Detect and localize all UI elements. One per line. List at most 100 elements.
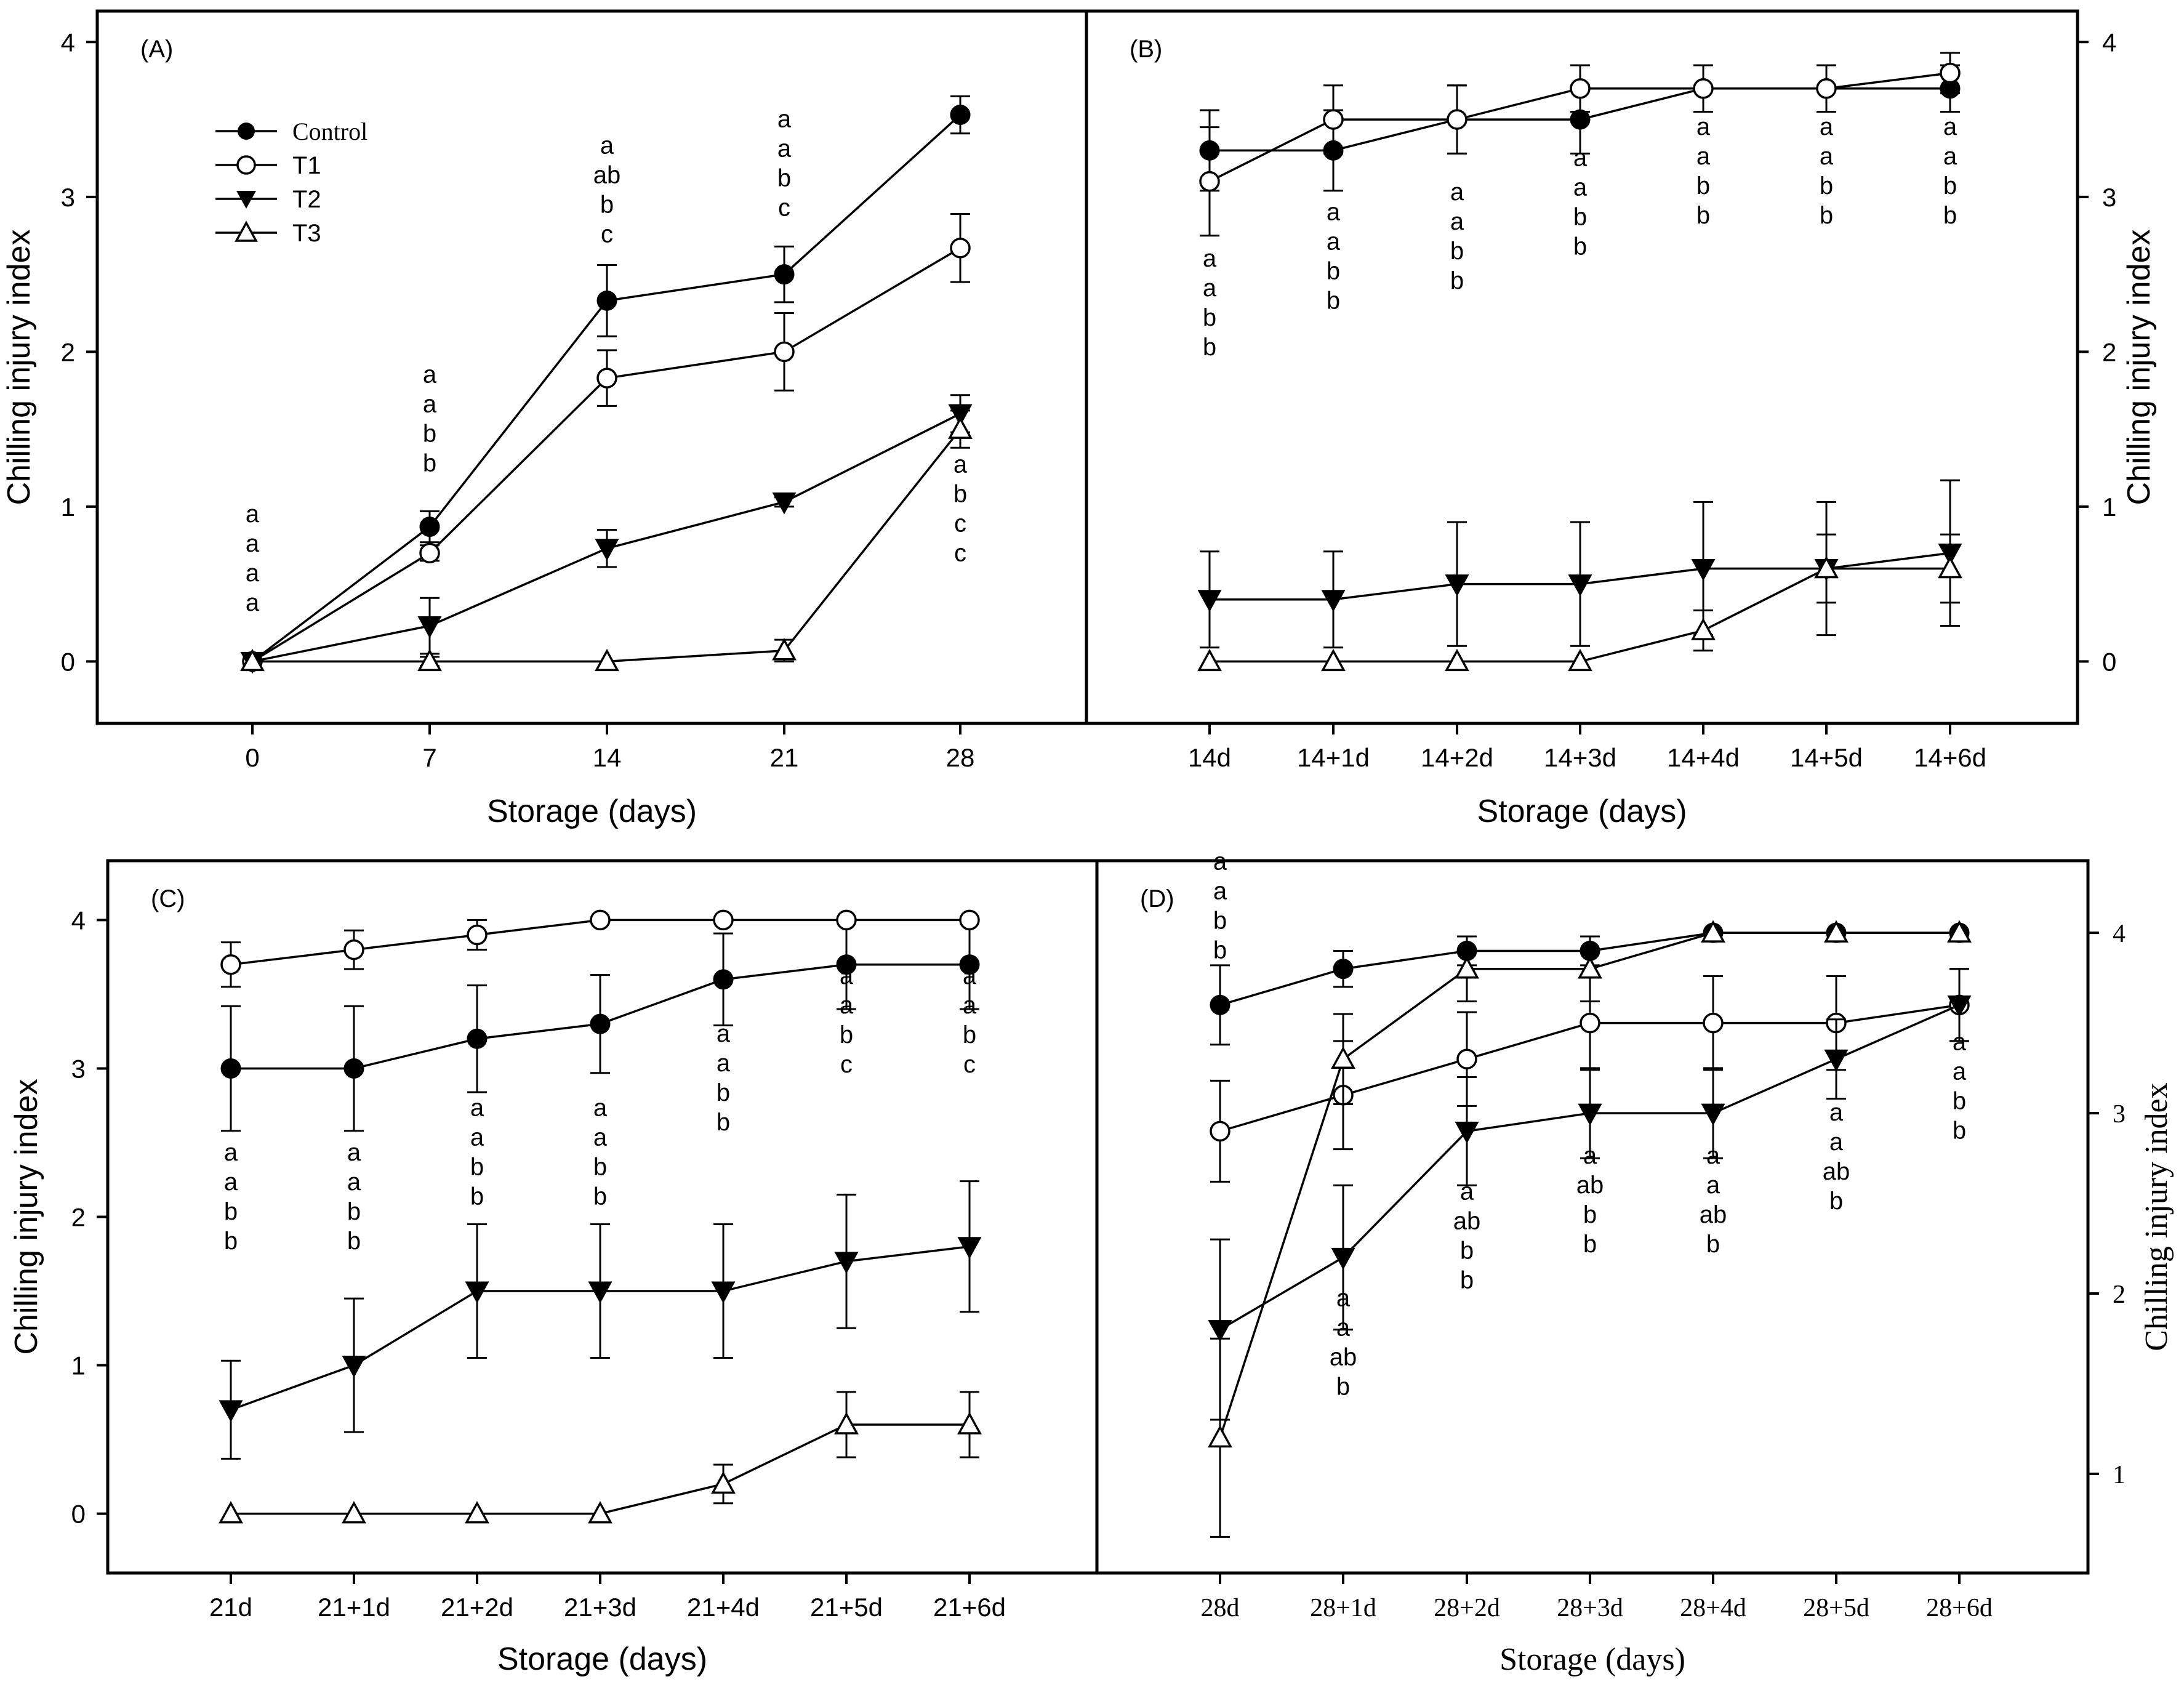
series-control bbox=[220, 919, 980, 1132]
significance-letter: b bbox=[1327, 258, 1340, 285]
significance-letter: a bbox=[246, 530, 260, 557]
data-point bbox=[1824, 1049, 1849, 1072]
significance-letter: a bbox=[1706, 1172, 1720, 1199]
data-point bbox=[465, 1281, 489, 1304]
data-point bbox=[343, 939, 364, 960]
significance-letter: a bbox=[1829, 1129, 1844, 1156]
data-point bbox=[419, 542, 440, 564]
y-tick-label: 2 bbox=[2113, 1281, 2126, 1309]
data-point bbox=[417, 648, 442, 672]
y-tick-label: 2 bbox=[71, 1203, 86, 1232]
significance-letter: a bbox=[1696, 143, 1711, 170]
data-point bbox=[1321, 648, 1346, 672]
data-point bbox=[1570, 78, 1591, 99]
x-tick-label: 21+2d bbox=[441, 1593, 513, 1622]
x-axis-title: Storage (days) bbox=[487, 794, 697, 829]
significance-letter: a bbox=[347, 1139, 361, 1166]
x-tick-label: 21d bbox=[209, 1593, 252, 1622]
series-t3 bbox=[240, 409, 973, 672]
significance-letter: b bbox=[1336, 1373, 1350, 1400]
y-axis-title: Chilling injury index bbox=[2139, 1082, 2174, 1351]
data-point bbox=[711, 1471, 736, 1494]
significance-letter: a bbox=[963, 962, 977, 989]
data-point bbox=[1814, 555, 1839, 579]
data-point bbox=[1323, 109, 1344, 130]
legend-label: T3 bbox=[292, 220, 321, 247]
significance-letter: a bbox=[600, 132, 614, 159]
significance-letter: a bbox=[1820, 113, 1834, 140]
significance-letter: b bbox=[1213, 937, 1227, 964]
x-tick-label: 21+5d bbox=[810, 1593, 883, 1622]
x-tick-label: 28+5d bbox=[1803, 1594, 1869, 1622]
significance-letter: b bbox=[1460, 1267, 1474, 1294]
data-point bbox=[834, 1252, 859, 1274]
data-point bbox=[1445, 574, 1469, 597]
x-tick-label: 14+2d bbox=[1421, 743, 1493, 772]
series-t2 bbox=[219, 1180, 982, 1460]
data-point bbox=[219, 1400, 243, 1422]
significance-letter: b bbox=[423, 450, 436, 477]
legend-label: Control bbox=[292, 118, 367, 145]
data-point bbox=[417, 616, 442, 638]
y-tick-label: 2 bbox=[61, 337, 75, 366]
x-tick-label: 21+1d bbox=[318, 1593, 390, 1622]
significance-letter: b bbox=[1573, 233, 1587, 260]
data-point bbox=[1445, 648, 1469, 672]
significance-letter: a bbox=[963, 992, 977, 1019]
data-point bbox=[240, 648, 265, 672]
significance-letter: a bbox=[1450, 179, 1464, 206]
x-tick-label: 21+4d bbox=[687, 1593, 760, 1622]
data-point bbox=[595, 648, 619, 672]
significance-letter: a bbox=[1706, 1142, 1720, 1169]
series-t3 bbox=[1197, 533, 1962, 672]
significance-letter: b bbox=[470, 1154, 484, 1181]
y-tick-label: 3 bbox=[2102, 183, 2116, 212]
y-tick-label: 4 bbox=[2102, 28, 2116, 57]
x-tick-label: 14+3d bbox=[1544, 743, 1616, 772]
significance-letter: a bbox=[840, 992, 854, 1019]
significance-letter: a bbox=[1460, 1178, 1474, 1205]
significance-letter: b bbox=[1706, 1231, 1720, 1258]
data-point bbox=[1210, 1121, 1231, 1142]
data-point bbox=[1455, 956, 1479, 979]
y-tick-label: 1 bbox=[2102, 493, 2116, 521]
x-axis-title: Storage (days) bbox=[497, 1641, 707, 1677]
legend-marker bbox=[238, 123, 255, 140]
significance-letter: ab bbox=[593, 161, 621, 188]
significance-letter: a bbox=[953, 451, 968, 478]
significance-letter: c bbox=[601, 220, 613, 247]
significance-letter: a bbox=[777, 135, 792, 163]
legend-marker bbox=[236, 155, 256, 175]
significance-letter: a bbox=[1583, 1142, 1597, 1169]
data-point bbox=[1703, 1012, 1724, 1034]
x-axis-title: Storage (days) bbox=[1477, 794, 1687, 829]
y-tick-label: 2 bbox=[2102, 337, 2116, 366]
y-tick-label: 0 bbox=[2102, 647, 2116, 676]
data-point bbox=[343, 1058, 364, 1079]
significance-letter: c bbox=[954, 540, 966, 567]
data-point bbox=[836, 954, 857, 975]
data-point bbox=[595, 539, 619, 561]
data-point bbox=[342, 1356, 366, 1378]
y-tick-label: 0 bbox=[71, 1500, 86, 1529]
significance-letter: b bbox=[1696, 172, 1710, 199]
panel-label: (D) bbox=[1140, 885, 1174, 912]
significance-letter: b bbox=[470, 1183, 484, 1210]
y-tick-label: 3 bbox=[2113, 1100, 2126, 1129]
data-point bbox=[588, 1500, 612, 1524]
series-t3 bbox=[219, 1391, 982, 1524]
significance-letter: b bbox=[1953, 1088, 1966, 1115]
series-t2 bbox=[1208, 968, 1972, 1421]
series-control bbox=[242, 95, 971, 672]
significance-letter: a bbox=[593, 1124, 608, 1151]
x-tick-label: 14+4d bbox=[1667, 743, 1740, 772]
data-point bbox=[1693, 78, 1714, 99]
legend-marker bbox=[236, 191, 256, 209]
significance-letter: b bbox=[1203, 334, 1216, 361]
x-tick-label: 14+6d bbox=[1914, 743, 1986, 772]
significance-letter: a bbox=[1203, 245, 1217, 272]
data-point bbox=[467, 1028, 488, 1049]
y-tick-label: 4 bbox=[61, 28, 75, 57]
data-point bbox=[467, 924, 488, 946]
